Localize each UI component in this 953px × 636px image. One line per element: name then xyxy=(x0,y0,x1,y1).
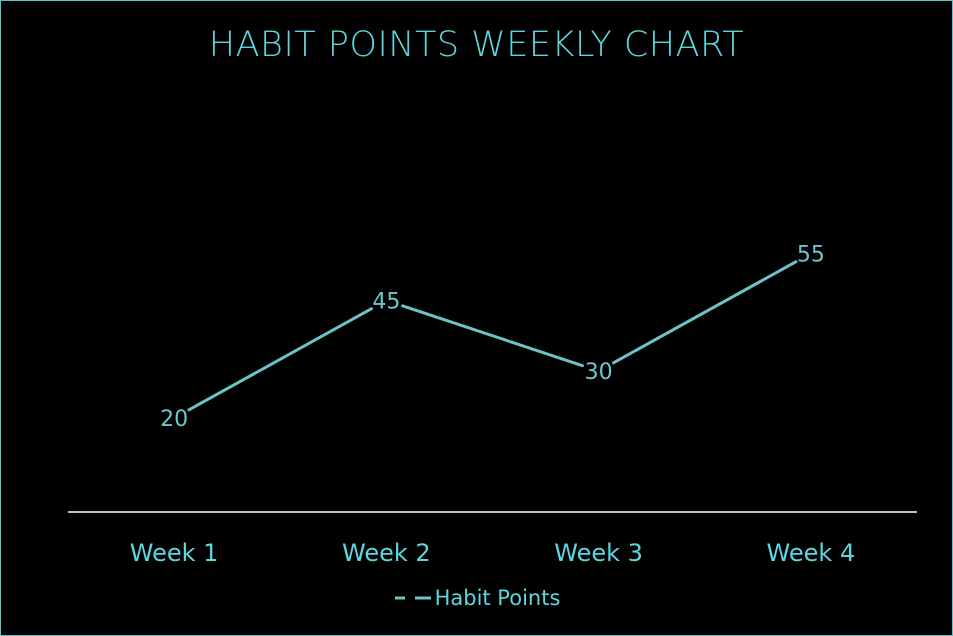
x-tick-label: Week 1 xyxy=(130,539,219,567)
x-tick-label: Week 2 xyxy=(342,539,431,567)
data-label: 30 xyxy=(585,360,613,385)
data-label: 20 xyxy=(160,407,188,432)
legend-swatch xyxy=(394,596,431,600)
data-label: 55 xyxy=(797,243,825,268)
legend: Habit Points xyxy=(1,585,952,610)
chart-title: HABIT POINTS WEEKLY CHART xyxy=(208,25,745,65)
series-group xyxy=(187,260,798,412)
series-line-segment xyxy=(401,304,584,368)
data-label: 45 xyxy=(372,290,400,315)
series-line-segment xyxy=(611,260,798,365)
x-tick-group: Week 1 Week 2 Week 3 Week 4 xyxy=(130,539,855,567)
x-tick-label: Week 3 xyxy=(554,539,643,567)
x-tick-label: Week 4 xyxy=(767,539,856,567)
data-label-group: 20 45 30 55 xyxy=(160,243,825,433)
legend-label: Habit Points xyxy=(434,586,561,610)
series-line-segment xyxy=(187,307,374,412)
